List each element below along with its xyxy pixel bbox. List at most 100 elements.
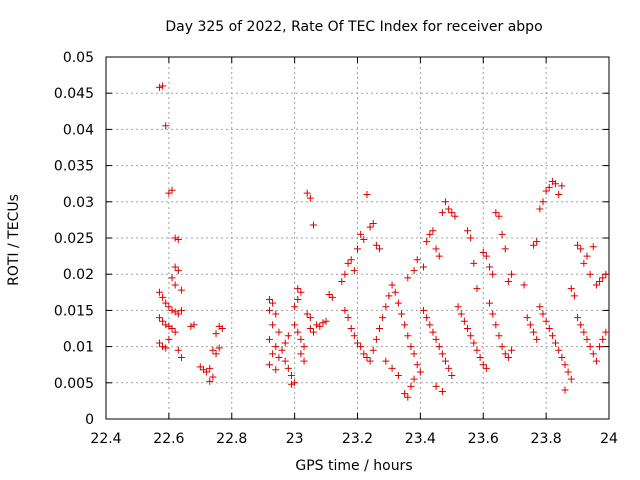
data-point (360, 350, 368, 358)
data-point (325, 290, 333, 298)
data-point (542, 317, 550, 325)
data-point (404, 393, 412, 401)
data-point (196, 363, 204, 371)
data-point (432, 245, 440, 253)
data-point (344, 314, 352, 322)
data-point (561, 386, 569, 394)
data-point (583, 252, 591, 260)
data-point (482, 364, 490, 372)
data-point (508, 346, 516, 354)
data-point (155, 83, 163, 91)
data-point (498, 230, 506, 238)
data-point (284, 364, 292, 372)
data-point (206, 377, 214, 385)
data-point (423, 238, 431, 246)
data-point (265, 306, 273, 314)
data-point (492, 321, 500, 329)
data-point (162, 321, 170, 329)
data-point (165, 189, 173, 197)
chart-title: Day 325 of 2022, Rate Of TEC Index for r… (165, 19, 542, 35)
data-point (379, 314, 387, 322)
data-point (269, 350, 277, 358)
data-point (501, 350, 509, 358)
y-tick-label: 0.045 (54, 86, 94, 102)
data-point (473, 285, 481, 293)
data-point (561, 361, 569, 369)
data-point (467, 332, 475, 340)
data-point (265, 335, 273, 343)
data-point (394, 372, 402, 380)
data-point (404, 332, 412, 340)
data-point (341, 306, 349, 314)
y-tick-label: 0.02 (63, 267, 94, 283)
data-point (495, 332, 503, 340)
data-point (536, 205, 544, 213)
data-point (357, 343, 365, 351)
data-point (555, 346, 563, 354)
data-point (174, 346, 182, 354)
data-point (388, 364, 396, 372)
data-point (580, 328, 588, 336)
data-point (401, 321, 409, 329)
data-point (174, 310, 182, 318)
data-point (303, 310, 311, 318)
data-point (168, 274, 176, 282)
data-point (445, 205, 453, 213)
data-point (354, 245, 361, 253)
data-point (215, 344, 223, 352)
data-point (504, 277, 512, 285)
data-point (162, 122, 170, 130)
data-point (426, 321, 434, 329)
data-point (438, 387, 446, 395)
data-point (174, 235, 182, 243)
x-tick-label: 23.4 (405, 431, 436, 447)
data-point (432, 382, 440, 390)
data-point (596, 277, 604, 285)
data-point (269, 299, 277, 307)
data-point (162, 299, 170, 307)
data-point (438, 209, 446, 217)
data-point (454, 303, 462, 311)
data-point (489, 270, 497, 278)
data-point (577, 245, 585, 253)
data-point (328, 293, 336, 301)
data-point (404, 274, 412, 282)
data-point (382, 357, 390, 365)
data-point (602, 270, 610, 278)
y-tick-label: 0.005 (54, 376, 94, 392)
data-point (155, 314, 163, 322)
data-point (297, 288, 305, 296)
x-tick-label: 22.8 (216, 431, 247, 447)
data-point (435, 343, 443, 351)
data-point (423, 314, 431, 322)
data-point (159, 293, 167, 301)
data-point (545, 325, 553, 332)
data-point (523, 314, 531, 322)
data-point (589, 243, 597, 251)
data-point (504, 353, 512, 361)
data-point (413, 361, 421, 369)
data-point (486, 263, 494, 271)
data-point (165, 303, 173, 311)
data-point (498, 343, 506, 351)
data-point (372, 241, 380, 249)
data-point (420, 263, 428, 271)
data-point (303, 189, 311, 197)
data-point (174, 267, 182, 275)
data-point (602, 328, 610, 336)
data-point (206, 364, 214, 372)
data-point (592, 357, 600, 365)
data-point (278, 346, 286, 354)
data-point (177, 306, 185, 314)
data-point (442, 357, 450, 365)
data-point (168, 325, 176, 332)
data-point (533, 238, 541, 246)
data-point (294, 285, 302, 293)
data-point (187, 322, 195, 330)
data-point (599, 274, 607, 282)
data-point (171, 281, 179, 289)
data-point (297, 350, 305, 358)
data-point (583, 335, 591, 343)
